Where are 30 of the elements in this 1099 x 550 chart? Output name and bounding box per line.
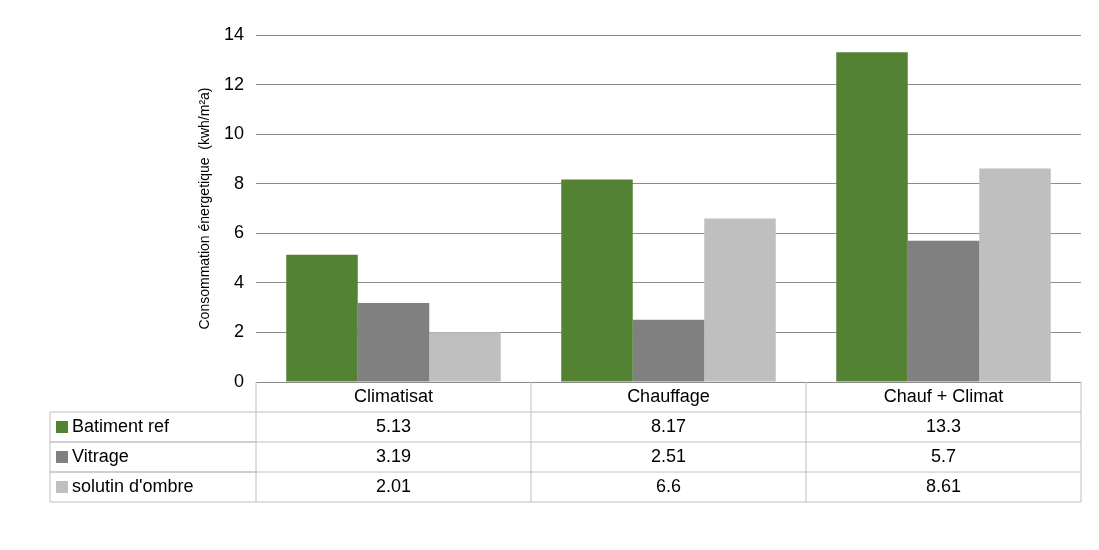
data-label: 13.3: [925, 415, 962, 436]
bar: [561, 179, 633, 382]
y-tick-label: 8: [233, 172, 244, 193]
legend-label: Vitrage: [72, 445, 129, 466]
y-tick-label: 0: [233, 370, 244, 391]
y-tick-label: 2: [233, 321, 244, 342]
data-label: 8.61: [925, 475, 962, 496]
data-label: 2.51: [650, 445, 687, 466]
bar: [836, 52, 908, 382]
y-tick-label: 12: [223, 73, 244, 94]
x-tick-label: Climatisat: [353, 385, 434, 406]
legend-label: solutin d'ombre: [72, 475, 194, 496]
bar: [286, 254, 358, 382]
bar: [429, 332, 501, 382]
y-tick-label: 6: [233, 222, 244, 243]
data-label: 5.7: [930, 445, 957, 466]
data-label: 6.6: [655, 475, 682, 496]
bar: [979, 168, 1051, 382]
y-tick-label: 4: [233, 271, 244, 292]
x-tick-label: Chauf + Climat: [883, 385, 1004, 406]
y-tick-label: 10: [223, 123, 244, 144]
y-tick-label: 14: [223, 23, 244, 44]
x-tick-label: Chauffage: [627, 385, 710, 406]
data-label: 3.19: [375, 445, 412, 466]
y-axis-title: Consommation énergetique (kwh/m²a): [196, 87, 213, 330]
data-label: 2.01: [375, 475, 412, 496]
data-label: 5.13: [375, 415, 412, 436]
legend-label: Batiment ref: [72, 415, 171, 436]
bar: [704, 218, 776, 382]
data-label: 8.17: [650, 415, 687, 436]
